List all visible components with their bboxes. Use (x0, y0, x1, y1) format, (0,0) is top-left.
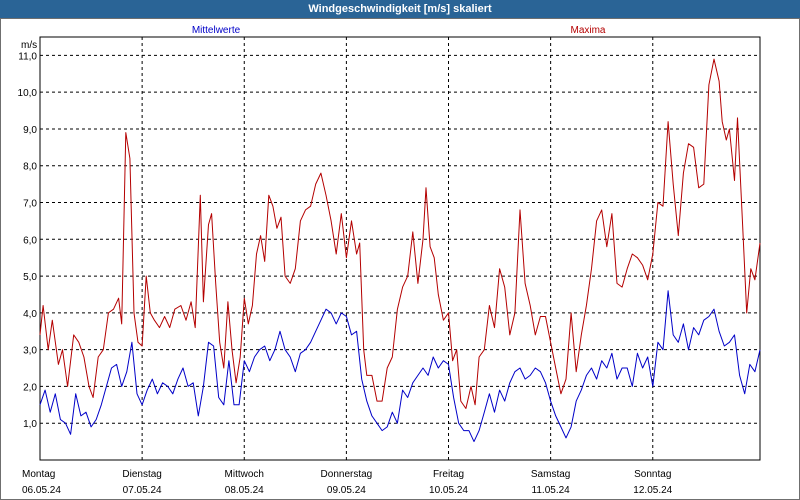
y-tick-label: 9,0 (23, 125, 37, 136)
x-tick-day-label: Dienstag (122, 469, 161, 480)
y-tick-label: 8,0 (23, 162, 37, 173)
x-tick-day-label: Montag (22, 469, 55, 480)
tick-layer: 1,0 2,0 3,0 4,0 5,0 6,0 7,0 8,0 9,0 10,0 11,0 Monta… (18, 51, 673, 496)
x-tick-date-label: 06.05.24 (22, 485, 61, 496)
y-axis-unit-label: m/s (21, 40, 37, 51)
y-tick-label: 1,0 (23, 419, 37, 430)
x-tick-day-label: Sonntag (634, 469, 671, 480)
y-tick-label: 6,0 (23, 235, 37, 246)
chart-title: Windgeschwindigkeit [m/s] skaliert (0, 0, 800, 18)
x-tick-day-label: Freitag (433, 469, 464, 480)
y-tick-label: 4,0 (23, 309, 37, 320)
plot-area (39, 36, 761, 461)
grid-layer (40, 37, 760, 460)
y-tick-label: 10,0 (18, 88, 38, 99)
legend-series-maxima: Maxima (570, 25, 605, 36)
x-tick-day-label: Donnerstag (321, 469, 373, 480)
x-tick-date-label: 11.05.24 (532, 485, 571, 496)
y-tick-label: 11,0 (18, 51, 37, 62)
x-tick-day-label: Samstag (531, 469, 570, 480)
y-tick-label: 5,0 (23, 272, 37, 283)
series-line-maxima (39, 58, 761, 409)
series-layer (39, 58, 761, 443)
legend-series-mittelwerte: Mittelwerte (192, 25, 241, 36)
x-tick-date-label: 07.05.24 (123, 485, 162, 496)
x-tick-date-label: 08.05.24 (225, 485, 264, 496)
x-tick-day-label: Mittwoch (225, 469, 264, 480)
series-line-mittelwerte (39, 290, 761, 443)
y-tick-label: 2,0 (23, 382, 37, 393)
y-tick-label: 7,0 (23, 199, 37, 210)
x-tick-date-label: 12.05.24 (633, 485, 672, 496)
y-tick-label: 3,0 (23, 346, 37, 357)
x-tick-date-label: 09.05.24 (327, 485, 366, 496)
x-tick-date-label: 10.05.24 (429, 485, 468, 496)
